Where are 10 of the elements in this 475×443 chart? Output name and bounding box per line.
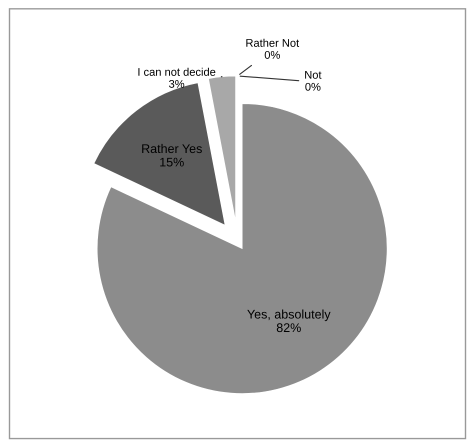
category-label: Rather Not	[246, 38, 300, 47]
text: 0%	[305, 82, 321, 91]
data-label: 3%	[169, 80, 184, 88]
text: 0%	[264, 50, 280, 59]
data-label: 82%	[276, 323, 301, 332]
slice-label: Yes, absolutely	[247, 309, 331, 322]
data-label: 15%	[160, 158, 184, 167]
slice-label: I can not decide	[138, 68, 216, 76]
category-label: Not	[305, 71, 322, 79]
slice-label: Rather Yes	[142, 144, 202, 154]
